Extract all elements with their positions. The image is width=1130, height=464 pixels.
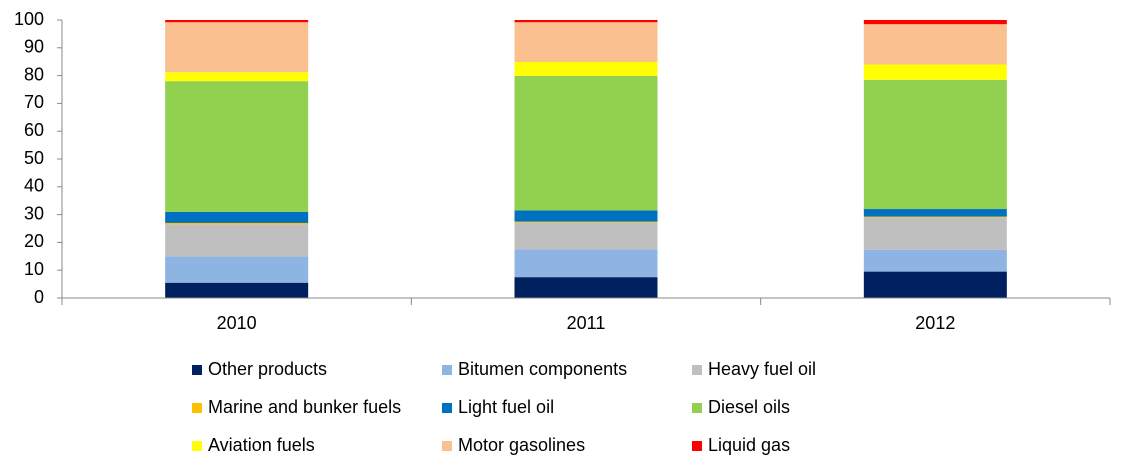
bar-segment xyxy=(165,282,309,298)
legend-label: Marine and bunker fuels xyxy=(208,397,401,417)
legend-swatch xyxy=(692,403,702,413)
legend-swatch xyxy=(192,441,202,451)
bar-segment xyxy=(863,217,1007,250)
bar-segment xyxy=(863,271,1007,298)
legend-label: Aviation fuels xyxy=(208,435,315,455)
bar-segment xyxy=(165,22,309,73)
y-tick-label: 50 xyxy=(24,148,44,168)
bar-segment xyxy=(514,61,658,76)
y-tick-label: 40 xyxy=(24,176,44,196)
bar-segment xyxy=(863,64,1007,80)
y-tick-label: 90 xyxy=(24,37,44,57)
bar-segment xyxy=(863,216,1007,218)
bar-segment xyxy=(514,75,658,211)
x-tick-label: 2010 xyxy=(217,313,257,333)
y-tick-label: 70 xyxy=(24,92,44,112)
bar-segment xyxy=(165,211,309,223)
bar-segment xyxy=(165,222,309,225)
bar-segment xyxy=(863,209,1007,217)
legend-label: Motor gasolines xyxy=(458,435,585,455)
legend-swatch xyxy=(192,403,202,413)
legend-label: Light fuel oil xyxy=(458,397,554,417)
legend-label: Other products xyxy=(208,359,327,379)
legend-label: Heavy fuel oil xyxy=(708,359,816,379)
bar-segment xyxy=(514,221,658,223)
legend-swatch xyxy=(442,441,452,451)
legend-swatch xyxy=(192,365,202,375)
legend-swatch xyxy=(442,365,452,375)
bar-segment xyxy=(514,277,658,298)
y-tick-label: 60 xyxy=(24,120,44,140)
bar-segment xyxy=(514,222,658,250)
legend-label: Liquid gas xyxy=(708,435,790,455)
bar-segment xyxy=(863,24,1007,65)
legend-label: Diesel oils xyxy=(708,397,790,417)
bar-segment xyxy=(863,79,1007,210)
bar-segment xyxy=(863,249,1007,272)
bar-segment xyxy=(165,256,309,283)
bar-segment xyxy=(514,20,658,23)
legend-label: Bitumen components xyxy=(458,359,627,379)
legend-swatch xyxy=(692,365,702,375)
x-tick-label: 2011 xyxy=(567,313,606,333)
bar-segment xyxy=(863,20,1007,25)
bar-segment xyxy=(165,81,309,212)
bar-segment xyxy=(514,22,658,62)
legend-swatch xyxy=(442,403,452,413)
y-tick-label: 30 xyxy=(24,203,44,223)
y-tick-label: 0 xyxy=(34,287,44,307)
bar-segment xyxy=(165,224,309,257)
bar-segment xyxy=(165,20,309,23)
x-tick-label: 2012 xyxy=(915,313,955,333)
y-tick-label: 10 xyxy=(24,259,44,279)
bar-segment xyxy=(514,210,658,222)
bar-segment xyxy=(514,249,658,278)
legend-swatch xyxy=(692,441,702,451)
y-tick-label: 100 xyxy=(14,9,44,29)
y-tick-label: 80 xyxy=(24,64,44,84)
bar-segment xyxy=(165,72,309,82)
y-tick-label: 20 xyxy=(24,231,44,251)
